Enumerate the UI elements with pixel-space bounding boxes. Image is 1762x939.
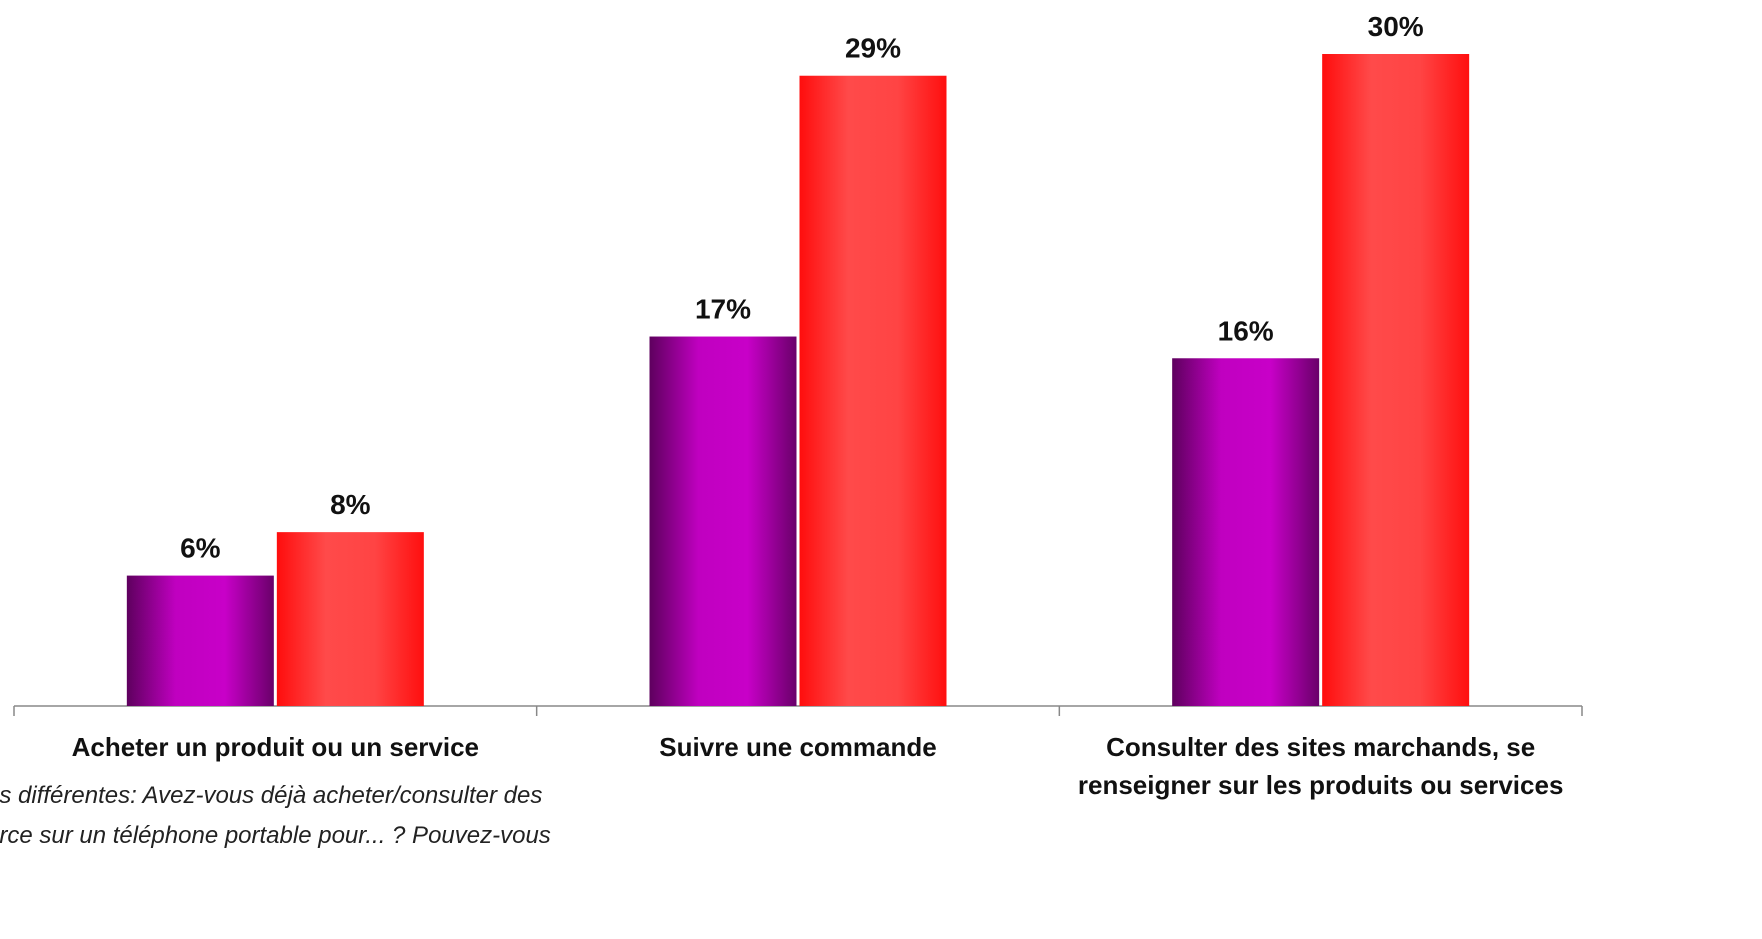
data-label: 8% bbox=[330, 489, 371, 520]
data-label: 29% bbox=[845, 33, 901, 64]
data-label: 30% bbox=[1368, 11, 1424, 42]
bar bbox=[1322, 54, 1470, 706]
x-tick-label: Acheter un produit ou un service bbox=[71, 732, 480, 762]
data-label: 16% bbox=[1218, 315, 1274, 346]
annotation: erce sur un téléphone portable pour... ?… bbox=[0, 822, 551, 849]
data-label: 17% bbox=[695, 294, 751, 325]
bar bbox=[126, 575, 274, 706]
bar bbox=[276, 532, 424, 706]
data-label: 6% bbox=[180, 533, 221, 564]
annotation: ns différentes: Avez-vous déjà acheter/c… bbox=[0, 782, 543, 809]
bar bbox=[799, 75, 947, 706]
bar bbox=[1172, 358, 1320, 706]
x-tick-label: Consulter des sites marchands, se rensei… bbox=[1077, 732, 1564, 800]
x-tick-label: Suivre une commande bbox=[659, 732, 937, 762]
bar bbox=[649, 336, 797, 706]
